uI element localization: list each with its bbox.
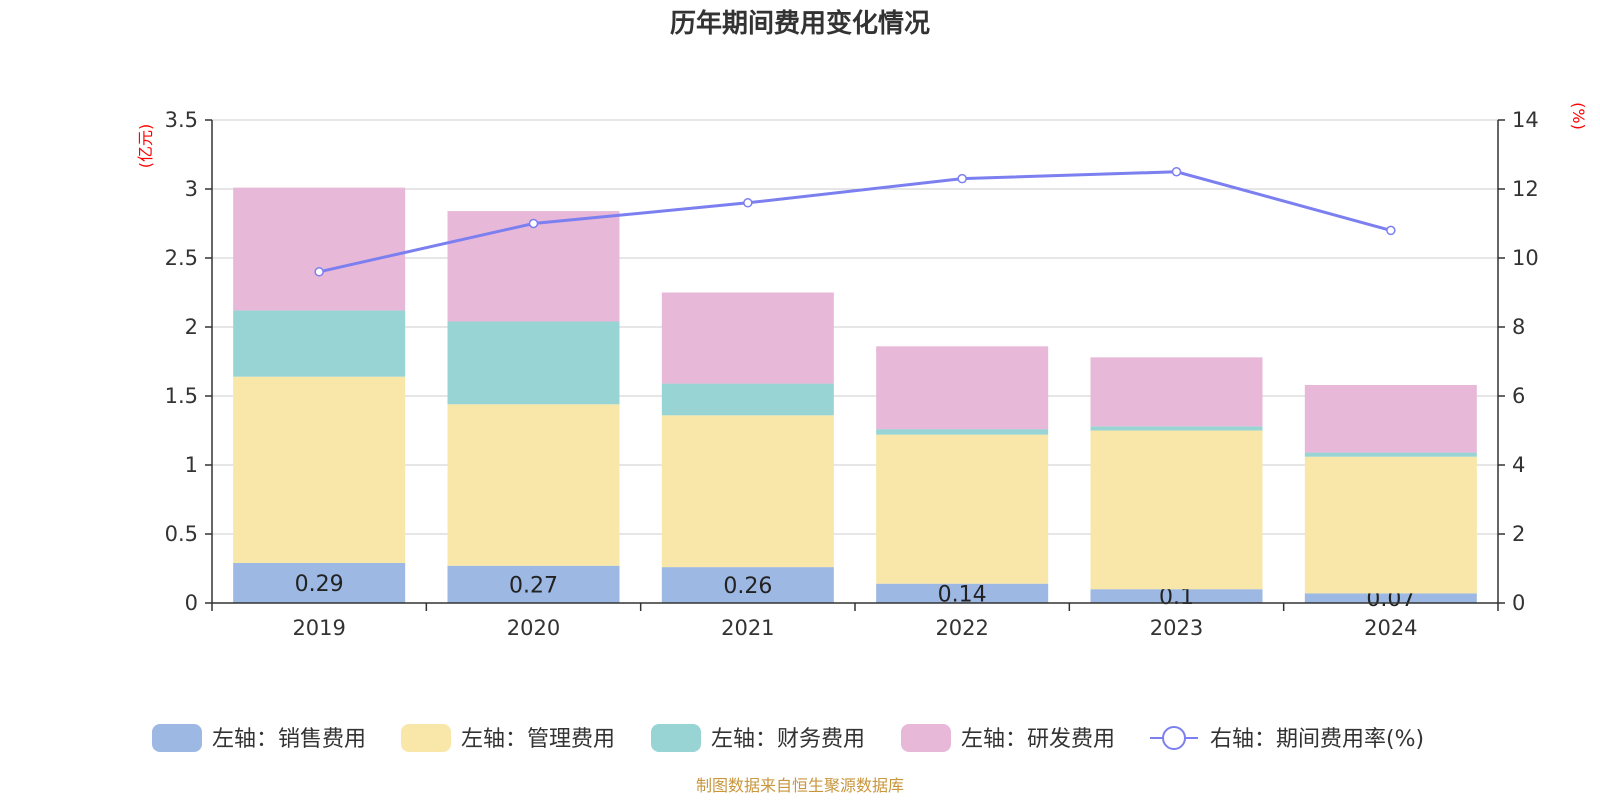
legend-label: 左轴：销售费用 xyxy=(212,727,366,752)
x-tick-label: 2022 xyxy=(935,616,988,640)
legend-label: 左轴：管理费用 xyxy=(461,727,615,752)
bar-segment-2 xyxy=(661,383,834,416)
bar-segment-1 xyxy=(1304,456,1477,594)
rate-point xyxy=(528,218,539,229)
rate-point xyxy=(957,173,967,184)
left-tick-label: 0 xyxy=(185,591,198,615)
legend-swatch xyxy=(401,724,451,752)
legend-swatch xyxy=(152,724,202,752)
bar-segment-0 xyxy=(876,583,1049,603)
left-tick-label: 1 xyxy=(185,453,198,477)
bar-segment-3 xyxy=(661,292,834,384)
bar-segment-0 xyxy=(661,567,834,603)
bar-segment-3 xyxy=(1090,357,1263,427)
bar-segment-1 xyxy=(1090,430,1263,590)
chart-title: 历年期间费用变化情况 xyxy=(670,8,930,39)
bar-segment-0 xyxy=(1304,593,1477,603)
bar-value-label: 0.29 xyxy=(295,572,344,597)
right-tick-label: 0 xyxy=(1512,591,1525,615)
x-tick-label: 2023 xyxy=(1150,616,1203,640)
right-tick-label: 6 xyxy=(1512,384,1525,408)
bar-segment-1 xyxy=(661,415,834,568)
bar-segment-0 xyxy=(1090,589,1263,603)
rate-point xyxy=(1386,225,1396,236)
bar-segment-2 xyxy=(1090,426,1263,431)
bar-value-label: 0.27 xyxy=(509,573,558,598)
legend-swatch-marker xyxy=(1162,726,1186,750)
bar-segment-3 xyxy=(1304,384,1477,453)
right-axis-unit: (%) xyxy=(1569,102,1588,130)
legend-swatch xyxy=(651,724,701,752)
axes: 0 0.5 1 1.5 2 2.5 3 3.5 0 2 4 6 8 10 12 14 2019 2020 2021 2… xyxy=(165,108,1539,640)
x-tick-label: 2021 xyxy=(721,616,774,640)
source-note: 制图数据来自恒生聚源数据库 xyxy=(696,776,904,795)
legend-swatch xyxy=(901,724,951,752)
left-tick-label: 3.5 xyxy=(165,108,198,132)
rate-point xyxy=(743,198,753,208)
rate-line xyxy=(314,167,1396,277)
x-tick-label: 2020 xyxy=(507,616,560,640)
bar-value-label: 0.26 xyxy=(723,574,772,599)
right-tick-label: 8 xyxy=(1512,315,1525,339)
left-tick-label: 3 xyxy=(185,177,198,201)
bar-segment-3 xyxy=(447,211,620,322)
bar-segment-3 xyxy=(876,346,1049,430)
bar-segment-2 xyxy=(233,310,406,377)
rate-point xyxy=(314,267,324,277)
left-tick-label: 2.5 xyxy=(165,246,198,270)
legend-label: 右轴：期间费用率(%) xyxy=(1210,727,1424,752)
bar-segment-1 xyxy=(447,404,620,566)
legend: 左轴：销售费用 左轴：管理费用 左轴：财务费用 左轴：研发费用 右轴：期间费用率(%) xyxy=(152,724,1424,752)
right-tick-label: 12 xyxy=(1512,177,1539,201)
x-tick-label: 2019 xyxy=(292,616,345,640)
bar-value-label: 0.1 xyxy=(1159,585,1194,610)
bar-segment-3 xyxy=(233,187,406,311)
left-tick-label: 1.5 xyxy=(165,384,198,408)
right-tick-label: 2 xyxy=(1512,522,1525,546)
bar-segment-2 xyxy=(876,429,1049,435)
left-axis-unit: (亿元) xyxy=(136,124,155,169)
bar-segment-1 xyxy=(876,434,1049,584)
bar-segment-0 xyxy=(233,562,406,603)
legend-label: 左轴：财务费用 xyxy=(711,727,865,752)
bar-segment-2 xyxy=(1304,452,1477,457)
left-tick-label: 0.5 xyxy=(165,522,198,546)
bar-segment-0 xyxy=(447,565,620,603)
right-tick-label: 10 xyxy=(1512,246,1539,270)
left-tick-label: 2 xyxy=(185,315,198,339)
x-tick-label: 2024 xyxy=(1364,616,1417,640)
grid xyxy=(212,119,1498,535)
bar-segment-2 xyxy=(447,321,620,405)
rate-point xyxy=(1171,167,1182,177)
right-tick-label: 4 xyxy=(1512,453,1525,477)
rate-line-path xyxy=(318,170,1392,274)
legend-label: 左轴：研发费用 xyxy=(961,727,1115,752)
bar-segment-1 xyxy=(233,376,406,563)
right-tick-label: 14 xyxy=(1512,108,1539,132)
bars: 0.29 0.27 0.26 0.14 0.1 0.07 xyxy=(233,187,1477,612)
